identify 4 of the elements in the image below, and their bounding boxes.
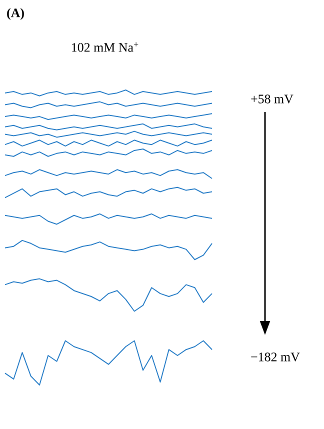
text: +58 mV: [251, 94, 294, 104]
text: (A): [7, 8, 24, 20]
text: −182 mV: [251, 352, 300, 362]
chart-title: 102 mM Na$^{+}$: [72, 42, 138, 52]
